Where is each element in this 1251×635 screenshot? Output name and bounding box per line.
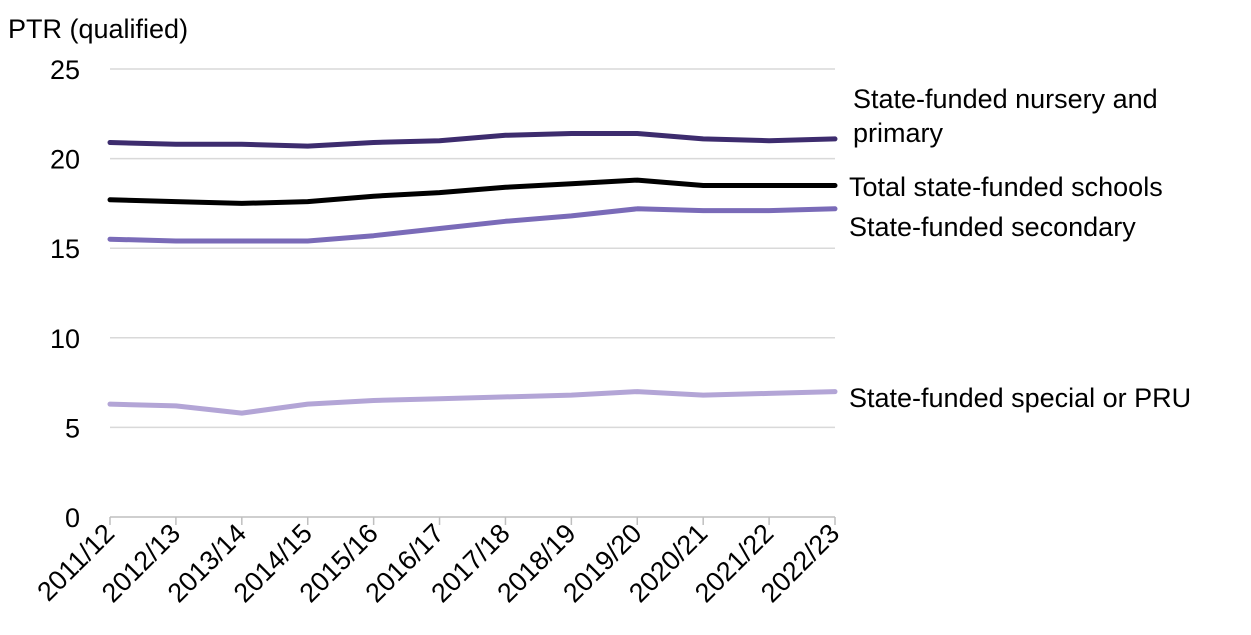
data-point [503, 219, 508, 224]
series-line [107, 131, 838, 149]
data-point [503, 394, 508, 399]
data-point [371, 140, 376, 145]
data-point [108, 197, 112, 202]
data-point [569, 213, 574, 218]
x-axis: 2011/122012/132013/142014/152015/162016/… [31, 516, 845, 608]
series-line [107, 177, 838, 206]
data-point [437, 138, 442, 143]
data-point [371, 398, 376, 403]
data-point [701, 393, 706, 398]
y-tick-label: 10 [50, 324, 80, 354]
data-point [635, 206, 640, 211]
series-label: State-funded secondary [849, 212, 1136, 242]
y-tick-labels: 0 5 10 15 20 25 [50, 55, 80, 533]
data-point [635, 131, 640, 136]
data-point [701, 208, 706, 213]
data-point [701, 136, 706, 141]
series-labels: State-funded nursery and primary Total sta… [849, 84, 1191, 413]
data-point [833, 136, 837, 141]
data-point [108, 140, 112, 145]
data-point [173, 142, 178, 147]
series-label: Total state-funded schools [849, 172, 1163, 202]
data-point [569, 393, 574, 398]
data-point [437, 396, 442, 401]
series-line [107, 389, 838, 416]
data-point [305, 402, 310, 407]
data-point [305, 239, 310, 244]
data-point [767, 208, 772, 213]
gridlines [110, 68, 835, 429]
y-axis-title: PTR (qualified) [8, 14, 188, 44]
data-point [305, 199, 310, 204]
series-lines [107, 131, 838, 416]
data-point [569, 181, 574, 186]
y-tick-label: 20 [50, 145, 80, 175]
data-point [239, 411, 244, 416]
data-point [108, 237, 112, 242]
data-point [767, 391, 772, 396]
data-point [108, 402, 112, 407]
data-point [503, 185, 508, 190]
y-tick-label: 5 [65, 413, 80, 443]
data-point [173, 199, 178, 204]
data-point [437, 190, 442, 195]
data-point [239, 201, 244, 206]
data-point [173, 239, 178, 244]
data-point [173, 403, 178, 408]
data-point [239, 239, 244, 244]
data-point [701, 183, 706, 188]
series-label: State-funded nursery and [853, 84, 1158, 114]
data-point [833, 389, 837, 394]
data-point [833, 183, 837, 188]
data-point [239, 142, 244, 147]
data-point [635, 178, 640, 183]
data-point [371, 194, 376, 199]
series-label: primary [853, 118, 944, 148]
data-point [305, 144, 310, 149]
series-line [107, 206, 838, 244]
data-point [833, 206, 837, 211]
data-point [767, 138, 772, 143]
data-point [767, 183, 772, 188]
y-tick-label: 25 [50, 55, 80, 85]
y-tick-label: 15 [50, 234, 80, 264]
series-label: State-funded special or PRU [849, 383, 1191, 413]
data-point [635, 389, 640, 394]
data-point [437, 226, 442, 231]
y-tick-label: 0 [65, 503, 80, 533]
data-point [503, 133, 508, 138]
data-point [371, 233, 376, 238]
data-point [569, 131, 574, 136]
